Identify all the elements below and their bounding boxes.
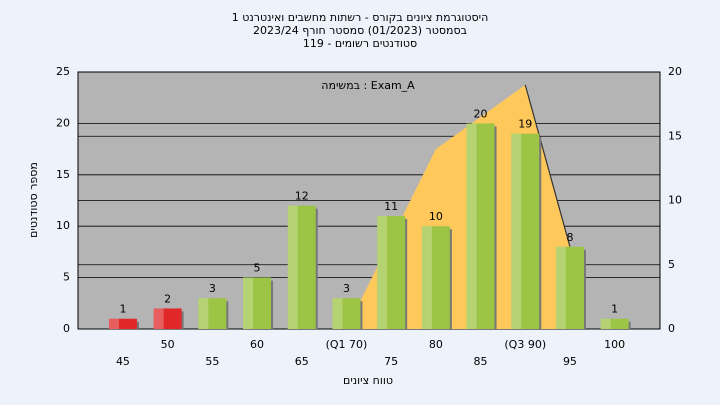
y2-tick-label: 0 bbox=[668, 322, 675, 335]
x-tick-label: (Q3 90) bbox=[504, 338, 546, 351]
area-edge bbox=[524, 84, 571, 247]
bar bbox=[198, 298, 227, 329]
bar-shine bbox=[287, 205, 298, 329]
x-tick-label: (Q1 70) bbox=[326, 338, 368, 351]
y-tick-label: 25 bbox=[56, 65, 70, 78]
bar-shine bbox=[198, 298, 209, 329]
bar-shine bbox=[332, 298, 343, 329]
y-axis-title: מספר סטודנטים bbox=[27, 162, 40, 238]
y2-tick-label: 5 bbox=[668, 258, 675, 271]
x-tick-label: 100 bbox=[604, 338, 625, 351]
x-axis-title: טווח ציונים bbox=[343, 374, 393, 387]
value-label: 5 bbox=[254, 262, 261, 275]
x-tick-label: 55 bbox=[205, 355, 219, 368]
bar-shine bbox=[153, 308, 164, 329]
y-tick-label: 10 bbox=[56, 219, 70, 232]
bar-shine bbox=[466, 123, 477, 330]
value-label: 19 bbox=[518, 118, 532, 131]
value-label: 11 bbox=[384, 200, 398, 213]
bar-shine bbox=[511, 133, 522, 329]
bar-shine bbox=[555, 246, 566, 329]
chart-subtitle: סטודנטים רשומים - 119 bbox=[303, 37, 417, 50]
bar bbox=[511, 133, 540, 329]
x-tick-label: 45 bbox=[116, 355, 130, 368]
value-label: 8 bbox=[566, 231, 573, 244]
bar bbox=[153, 308, 182, 329]
y2-tick-label: 20 bbox=[668, 65, 682, 78]
annotation: במשימה : Exam_A bbox=[321, 79, 415, 92]
x-tick-label: 50 bbox=[161, 338, 175, 351]
bar bbox=[332, 298, 361, 329]
value-label: 12 bbox=[295, 190, 309, 203]
y2-tick-label: 15 bbox=[668, 129, 682, 142]
bar bbox=[377, 215, 406, 329]
value-label: 1 bbox=[611, 303, 618, 316]
value-label: 20 bbox=[474, 107, 488, 120]
bar bbox=[421, 226, 450, 329]
value-label: 3 bbox=[343, 282, 350, 295]
bar-shine bbox=[108, 318, 119, 329]
x-tick-label: 75 bbox=[384, 355, 398, 368]
y-tick-label: 5 bbox=[63, 271, 70, 284]
bar bbox=[287, 205, 316, 329]
value-label: 10 bbox=[429, 210, 443, 223]
value-label: 3 bbox=[209, 282, 216, 295]
x-tick-label: 85 bbox=[474, 355, 488, 368]
x-tick-label: 95 bbox=[563, 355, 577, 368]
value-label: 1 bbox=[119, 303, 126, 316]
chart-title: היסטוגרמת ציונים בקורס - רשתות מחשבים וא… bbox=[232, 11, 489, 24]
x-tick-label: 80 bbox=[429, 338, 443, 351]
bar-shine bbox=[600, 318, 611, 329]
x-tick-label: 60 bbox=[250, 338, 264, 351]
bar bbox=[108, 318, 137, 329]
y-tick-label: 0 bbox=[63, 322, 70, 335]
bar-shine bbox=[421, 226, 432, 329]
bar-shine bbox=[377, 215, 388, 329]
x-tick-label: 65 bbox=[295, 355, 309, 368]
value-label: 2 bbox=[164, 292, 171, 305]
y-tick-label: 20 bbox=[56, 116, 70, 129]
y2-tick-label: 10 bbox=[668, 194, 682, 207]
bar-shine bbox=[243, 277, 254, 329]
bar bbox=[555, 246, 584, 329]
bar bbox=[600, 318, 629, 329]
bar bbox=[243, 277, 272, 329]
y-tick-label: 15 bbox=[56, 168, 70, 181]
bar bbox=[466, 123, 495, 330]
chart-subtitle: בסמסטר (01/2023) סמסטר חורף 2023/24 bbox=[253, 24, 467, 37]
